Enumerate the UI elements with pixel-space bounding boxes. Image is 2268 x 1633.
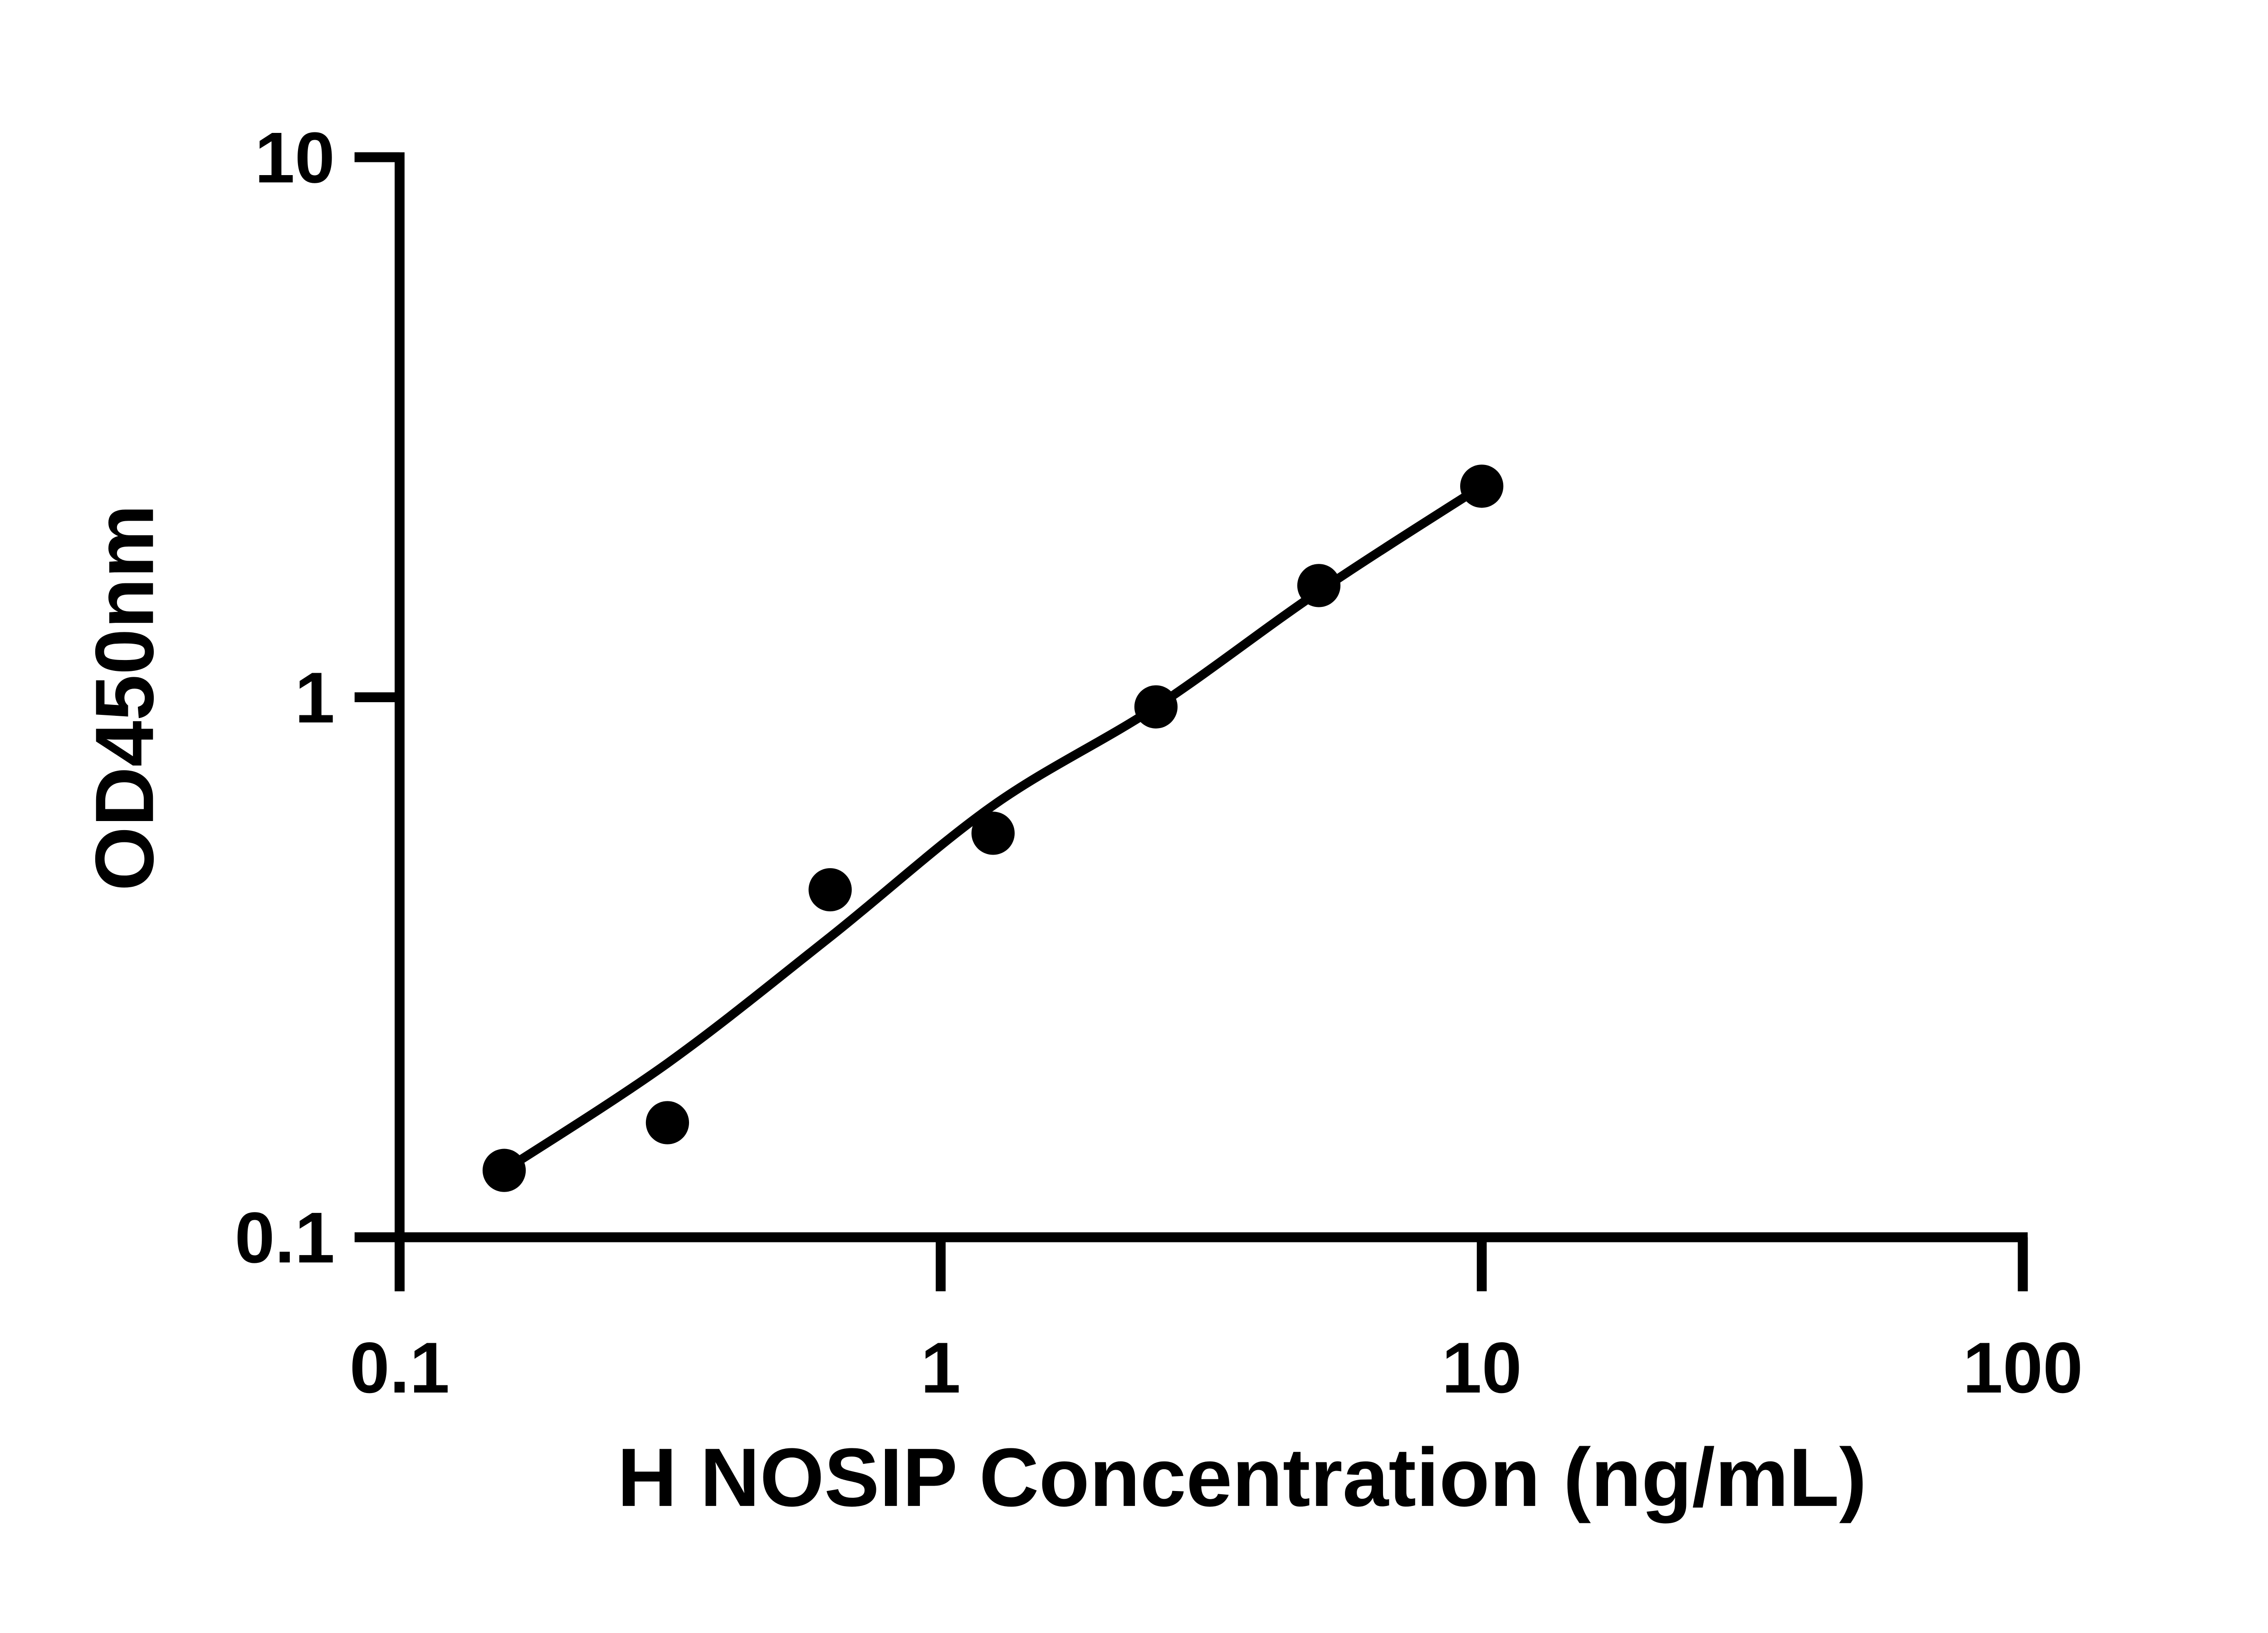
- data-point-marker: [482, 1149, 526, 1192]
- y-tick-label: 0.1: [235, 1197, 335, 1278]
- x-tick-label: 10: [1442, 1327, 1522, 1408]
- data-point-marker: [1297, 564, 1341, 607]
- x-axis: 0.1 1 10 100: [350, 1232, 2083, 1408]
- y-axis: 0.1 1 10: [235, 117, 405, 1291]
- data-point-marker: [645, 1101, 689, 1144]
- x-tick-label: 1: [921, 1327, 961, 1408]
- data-point-marker: [808, 868, 852, 912]
- x-tick-label: 0.1: [350, 1327, 450, 1408]
- data-point-marker: [1460, 464, 1504, 508]
- y-axis-title: OD450nm: [78, 504, 171, 891]
- y-tick-label: 1: [295, 657, 335, 738]
- data-point-marker: [1134, 685, 1178, 728]
- x-axis-title: H NOSIP Concentration (ng/mL): [617, 1431, 1867, 1524]
- x-tick-label: 100: [1963, 1327, 2083, 1408]
- y-tick-label: 10: [255, 117, 335, 198]
- data-point-marker: [971, 812, 1015, 855]
- data-points: [482, 464, 1504, 1192]
